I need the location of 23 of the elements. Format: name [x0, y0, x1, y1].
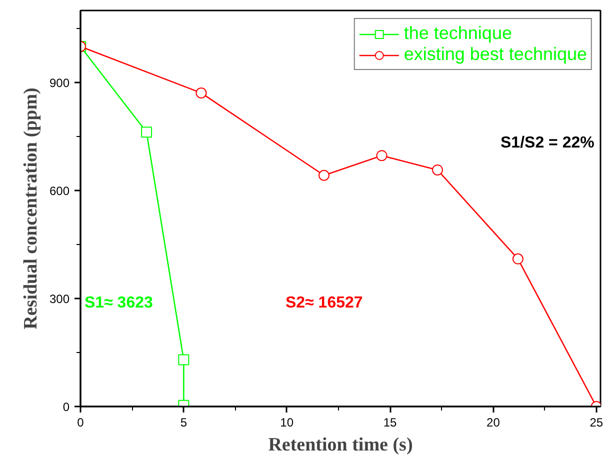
legend-label: the technique [404, 23, 512, 44]
annotation: S2≈ 16527 [286, 294, 363, 312]
point [318, 170, 330, 181]
point [196, 87, 207, 98]
annotation: S1≈ 3623 [84, 294, 153, 312]
x-tick-label: 0 [77, 416, 84, 430]
legend-label: existing best technique [404, 44, 587, 65]
x-axis-title: Retention time (s) [268, 434, 413, 456]
annotation: S1/S2 = 22% [500, 134, 594, 152]
point [432, 164, 443, 176]
y-tick-label: 600 [49, 184, 70, 198]
x-tick-label: 5 [180, 416, 188, 430]
point [376, 150, 388, 162]
y-axis-title: Residual concentration (ppm) [20, 88, 42, 330]
y-tick-label: 900 [49, 76, 70, 90]
x-tick-label: 20 [486, 416, 500, 430]
y-tick-label: 0 [62, 400, 70, 414]
point [512, 253, 524, 264]
y-tick-label: 300 [49, 292, 70, 306]
x-tick-label: 10 [280, 416, 294, 430]
x-tick-label: 25 [590, 416, 604, 430]
point [141, 126, 152, 138]
x-tick-label: 15 [383, 416, 398, 430]
